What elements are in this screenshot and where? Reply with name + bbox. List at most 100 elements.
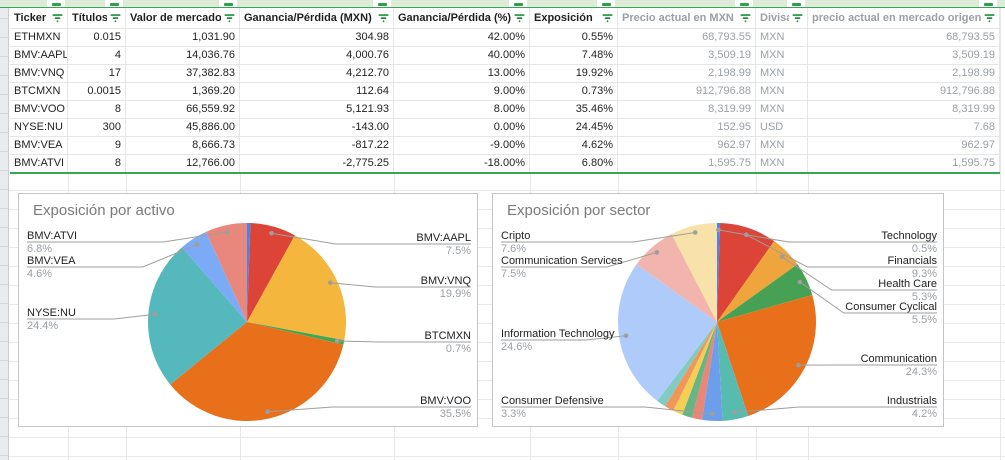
table-cell[interactable]: 8.00% [394, 101, 530, 119]
pie-slice[interactable] [247, 223, 251, 322]
table-cell[interactable]: 0.0015 [68, 83, 126, 101]
table-cell[interactable]: 0.55% [530, 29, 618, 47]
table-cell[interactable]: 13.00% [394, 65, 530, 83]
pie-slice[interactable] [717, 223, 775, 322]
table-cell[interactable]: BMV:VOO [10, 101, 68, 119]
column-header[interactable]: Ganancia/Pérdida (MXN) [240, 8, 394, 29]
pie-slice[interactable] [247, 235, 347, 341]
filter-icon[interactable] [52, 13, 63, 23]
table-cell[interactable]: 24.45% [530, 119, 618, 137]
filter-icon[interactable] [984, 13, 995, 23]
pie-slice[interactable] [665, 322, 717, 411]
table-cell[interactable]: 0.00% [394, 119, 530, 137]
pie-slice[interactable] [702, 322, 723, 421]
table-cell[interactable]: 66,559.92 [126, 101, 240, 119]
pie-slice[interactable] [673, 322, 717, 415]
pie-slice[interactable] [717, 322, 749, 421]
pie-slice[interactable] [657, 322, 717, 407]
table-cell[interactable]: 8 [68, 101, 126, 119]
table-cell[interactable]: -18.00% [394, 155, 530, 173]
table-cell[interactable]: 7.48% [530, 47, 618, 65]
table-cell[interactable]: 152.95 [618, 119, 756, 137]
table-cell[interactable]: 42.00% [394, 29, 530, 47]
column-header[interactable]: Títulos [68, 8, 126, 29]
table-cell[interactable]: 912,796.88 [618, 83, 756, 101]
table-cell[interactable]: 4.62% [530, 137, 618, 155]
table-cell[interactable]: MXN [756, 47, 808, 65]
table-cell[interactable]: 962.97 [618, 137, 756, 155]
chart-exposicion-por-activo[interactable]: BMV:AAPL 7.5% BMV:VNQ 19.9% BTCMXN 0.7% BMV:VO… [18, 193, 478, 427]
table-cell[interactable]: BMV:VNQ [10, 65, 68, 83]
table-cell[interactable]: 304.98 [240, 29, 394, 47]
table-cell[interactable]: 5,121.93 [240, 101, 394, 119]
table-cell[interactable]: 8,319.99 [618, 101, 756, 119]
column-header[interactable]: precio actual en mercado origen [808, 8, 1000, 29]
column-header[interactable]: Ganancia/Pérdida (%) [394, 8, 530, 29]
pie-slice[interactable] [691, 322, 717, 420]
table-cell[interactable]: 9.00% [394, 83, 530, 101]
column-header[interactable]: Ticker [10, 8, 68, 29]
table-cell[interactable]: -143.00 [240, 119, 394, 137]
filter-icon[interactable] [740, 13, 751, 23]
filter-icon[interactable] [110, 13, 121, 23]
table-cell[interactable]: 2,198.99 [808, 65, 1000, 83]
table-cell[interactable]: 2,198.99 [618, 65, 756, 83]
table-cell[interactable]: 3,509.19 [808, 47, 1000, 65]
table-cell[interactable]: 1,595.75 [618, 155, 756, 173]
pie-slice[interactable] [671, 223, 718, 322]
pie-slice[interactable] [717, 294, 816, 416]
table-cell[interactable]: 7.68 [808, 119, 1000, 137]
column-header[interactable]: Precio actual en MXN [618, 8, 756, 29]
table-cell[interactable]: 6.80% [530, 155, 618, 173]
filter-icon[interactable] [602, 13, 613, 23]
table-cell[interactable]: MXN [756, 137, 808, 155]
table-cell[interactable]: 9 [68, 137, 126, 155]
table-cell[interactable]: 35.46% [530, 101, 618, 119]
table-cell[interactable]: 962.97 [808, 137, 1000, 155]
table-cell[interactable]: 1,595.75 [808, 155, 1000, 173]
pie-slice[interactable] [205, 223, 247, 322]
pie-slice[interactable] [717, 223, 721, 322]
table-cell[interactable]: ETHMXN [10, 29, 68, 47]
table-cell[interactable]: 12,766.00 [126, 155, 240, 173]
table-cell[interactable]: -9.00% [394, 137, 530, 155]
pie-slice[interactable] [170, 322, 344, 422]
filter-icon[interactable] [514, 13, 525, 23]
table-cell[interactable]: 4 [68, 47, 126, 65]
table-cell[interactable]: 300 [68, 119, 126, 137]
table-cell[interactable]: -2,775.25 [240, 155, 394, 173]
table-cell[interactable]: 112.64 [240, 83, 394, 101]
pie-slice[interactable] [247, 223, 295, 322]
table-cell[interactable]: MXN [756, 83, 808, 101]
table-cell[interactable]: 17 [68, 65, 126, 83]
pie-slice[interactable] [717, 241, 798, 322]
column-header[interactable]: Valor de mercado [126, 8, 240, 29]
table-cell[interactable]: 68,793.55 [808, 29, 1000, 47]
table-cell[interactable]: MXN [756, 65, 808, 83]
table-cell[interactable]: 1,369.20 [126, 83, 240, 101]
table-cell[interactable]: 4,212.70 [240, 65, 394, 83]
table-cell[interactable]: 14,036.76 [126, 47, 240, 65]
table-cell[interactable]: BMV:AAPL [10, 47, 68, 65]
pie-slice[interactable] [682, 322, 717, 418]
table-cell[interactable]: 4,000.76 [240, 47, 394, 65]
pie-slice[interactable] [148, 247, 247, 385]
table-cell[interactable]: 40.00% [394, 47, 530, 65]
table-cell[interactable]: 19.92% [530, 65, 618, 83]
filter-icon[interactable] [378, 13, 389, 23]
table-cell[interactable]: 45,886.00 [126, 119, 240, 137]
table-cell[interactable]: 0.73% [530, 83, 618, 101]
table-cell[interactable]: 8 [68, 155, 126, 173]
column-header[interactable]: Exposición [530, 8, 618, 29]
filter-icon[interactable] [224, 13, 235, 23]
table-cell[interactable]: BMV:VEA [10, 137, 68, 155]
table-cell[interactable]: MXN [756, 155, 808, 173]
table-cell[interactable]: 3,509.19 [618, 47, 756, 65]
table-cell[interactable]: MXN [756, 101, 808, 119]
table-cell[interactable]: 8,666.73 [126, 137, 240, 155]
chart-exposicion-por-sector[interactable]: Technology 0.5% Financials 9.3% Health Care 5… [492, 193, 944, 427]
table-cell[interactable]: BTCMXN [10, 83, 68, 101]
pie-slice[interactable] [617, 264, 717, 401]
pie-slice[interactable] [247, 322, 345, 345]
column-header[interactable]: Divisa [756, 8, 808, 29]
